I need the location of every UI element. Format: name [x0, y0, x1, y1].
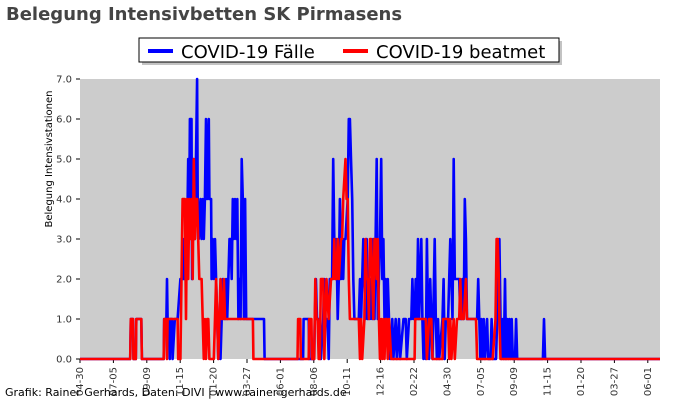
legend: COVID-19 Fälle COVID-19 beatmet [138, 37, 562, 65]
y-tick-label: 2.0 [56, 275, 72, 286]
x-tick-label: 09-09 [142, 367, 153, 396]
series-line-ventilated [80, 157, 660, 361]
y-axis: 0.0 1.0 2.0 3.0 4.0 5.0 6.0 7.0 [56, 75, 80, 366]
y-tick-label: 1.0 [56, 315, 72, 326]
x-tick-label: 03-27 [609, 367, 620, 396]
x-tick-label: 03-27 [242, 367, 253, 396]
y-tick-label: 0.0 [56, 355, 72, 366]
y-tick-label: 4.0 [56, 195, 72, 206]
x-tick-label: 08-06 [309, 367, 320, 396]
legend-label-cases: COVID-19 Fälle [181, 42, 315, 63]
footer-credit: Grafik: Rainer Gerhards, Daten: DIVI | w… [5, 386, 347, 399]
y-axis-label: Belegung Intensivstationen [44, 90, 55, 227]
chart-title: Belegung Intensivbetten SK Pirmasens [6, 4, 402, 25]
x-tick-label: 09-09 [509, 367, 520, 396]
y-tick-label: 7.0 [56, 75, 72, 86]
x-tick-label: 07-05 [476, 367, 487, 396]
x-tick-label: 07-05 [108, 367, 119, 396]
x-tick-label: 04-30 [75, 367, 86, 396]
x-axis: 04-30 07-05 09-09 11-15 01-20 03-27 06-01 08-06… [75, 359, 654, 396]
x-tick-label: 02-22 [409, 367, 420, 396]
x-tick-label: 01-20 [209, 367, 220, 396]
x-tick-label: 01-20 [576, 367, 587, 396]
x-tick-label: 11-15 [543, 367, 554, 396]
x-tick-label: 11-15 [175, 367, 186, 396]
legend-label-ventilated: COVID-19 beatmet [376, 42, 545, 63]
x-tick-label: 12-16 [376, 367, 387, 396]
x-tick-label: 10-11 [342, 367, 353, 396]
y-tick-label: 3.0 [56, 235, 72, 246]
y-tick-label: 6.0 [56, 115, 72, 126]
series-layer [80, 77, 660, 361]
x-tick-label: 04-30 [442, 367, 453, 396]
y-tick-label: 5.0 [56, 155, 72, 166]
x-tick-label: 06-01 [275, 367, 286, 396]
x-tick-label: 06-01 [643, 367, 654, 396]
